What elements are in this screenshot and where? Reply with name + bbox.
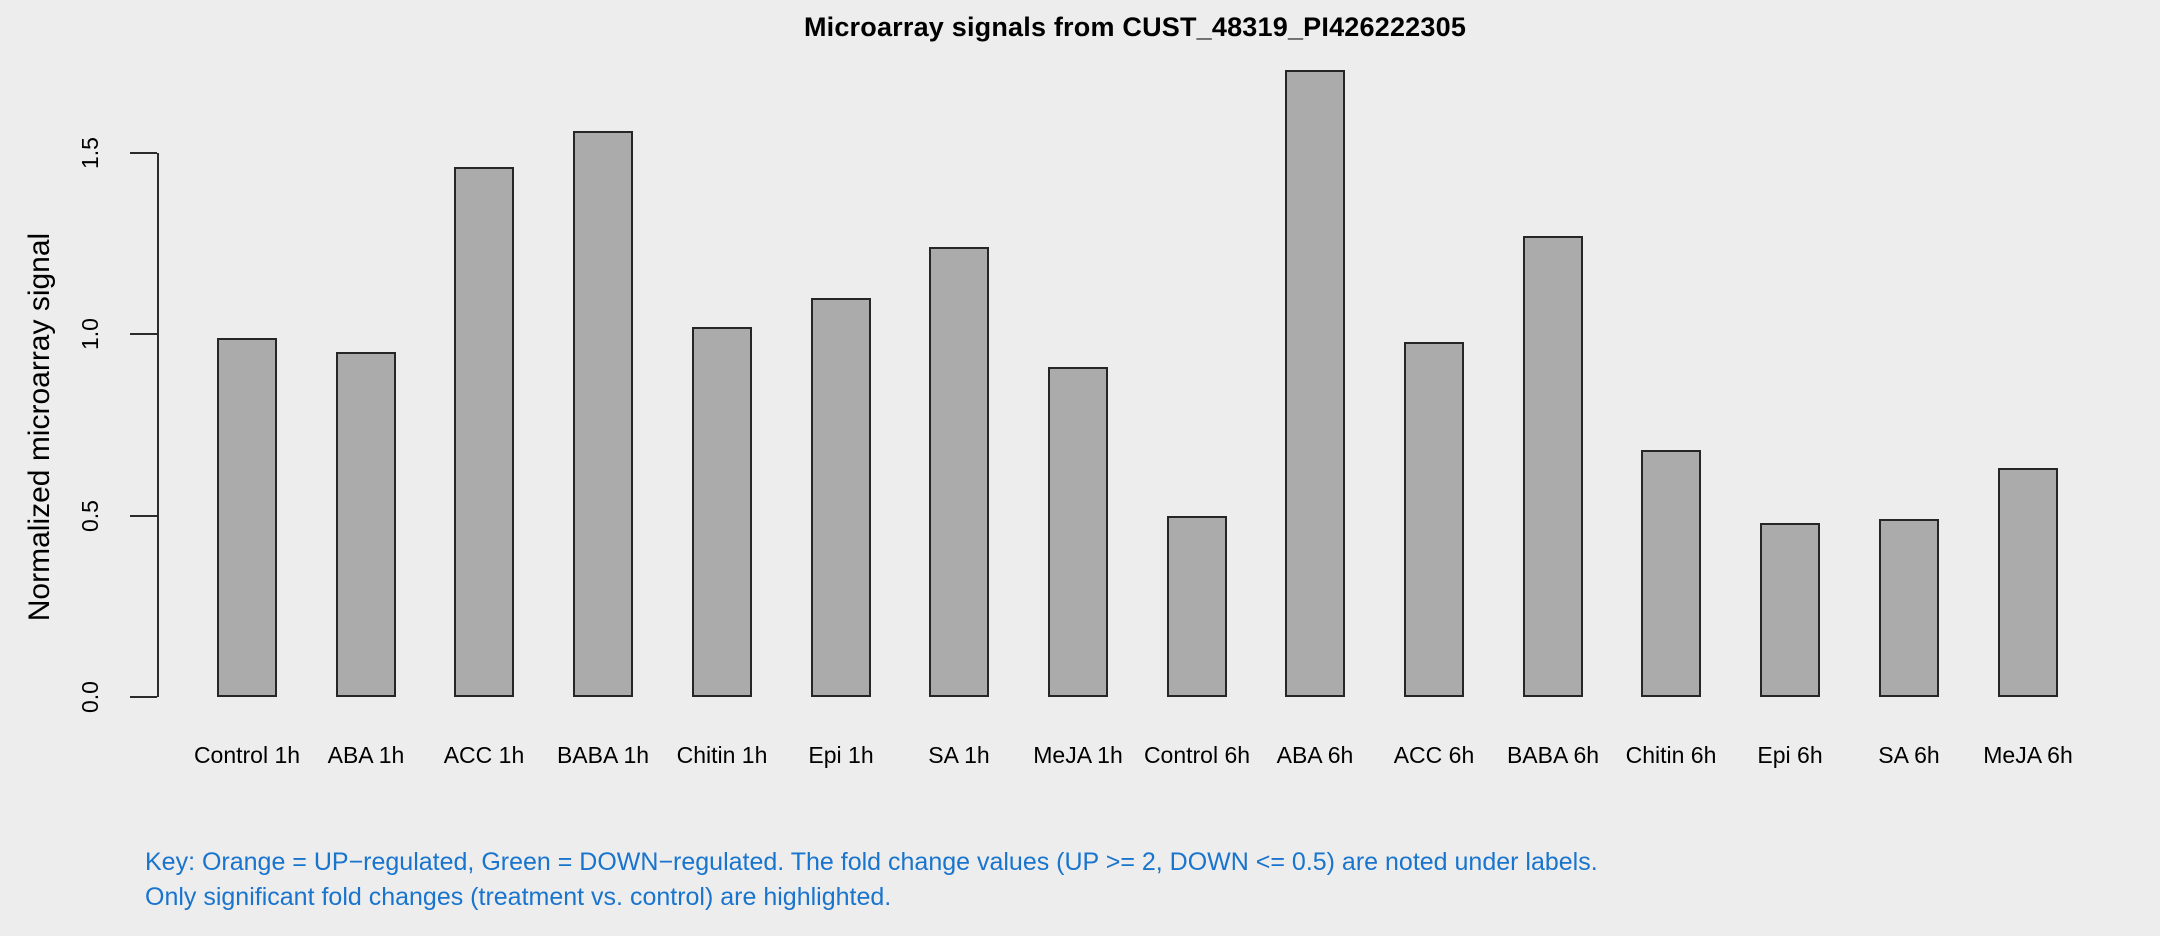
y-tick-mark [130,696,157,698]
bar-baba-1h [573,131,633,697]
bar-acc-1h [454,167,514,697]
x-label-aba-6h: ABA 6h [1276,742,1354,768]
bar-control-6h [1167,516,1227,697]
bar-baba-6h [1523,236,1583,697]
footnote-key-line2: Only significant fold changes (treatment… [145,883,892,911]
x-label-acc-6h: ACC 6h [1393,742,1475,768]
bar-control-1h [217,338,277,697]
bar-chitin-1h [692,327,752,697]
bar-epi-1h [811,298,871,697]
bar-meja-1h [1048,367,1108,697]
x-label-control-6h: Control 6h [1143,742,1251,768]
bar-sa-1h [929,247,989,697]
x-label-control-1h: Control 1h [193,742,301,768]
bar-sa-6h [1879,519,1939,697]
y-tick-mark [130,514,157,517]
x-label-acc-1h: ACC 1h [443,742,525,768]
y-axis-line [157,152,159,697]
x-label-baba-6h: BABA 6h [1506,742,1600,768]
y-tick-label: 1.5 [77,136,103,169]
x-label-meja-1h: MeJA 1h [1033,742,1123,768]
x-label-epi-6h: Epi 6h [1757,742,1823,768]
chart-title: Microarray signals from CUST_48319_PI426… [803,12,1467,42]
x-label-meja-6h: MeJA 6h [1983,742,2073,768]
x-label-sa-1h: SA 1h [928,742,990,768]
bar-chitin-6h [1641,450,1701,697]
y-axis-title: Normalized microarray signal [23,232,56,622]
x-label-sa-6h: SA 6h [1878,742,1940,768]
bar-epi-6h [1760,523,1820,697]
y-tick-mark [130,333,157,336]
x-label-chitin-1h: Chitin 1h [676,742,768,768]
y-tick-label: 0.5 [77,499,103,532]
y-tick-mark [130,151,157,154]
bar-aba-1h [336,352,396,697]
x-label-aba-1h: ABA 1h [327,742,405,768]
y-tick-label: 1.0 [77,318,103,351]
y-tick-label: 0.0 [77,681,103,713]
footnote-key-line1: Key: Orange = UP−regulated, Green = DOWN… [145,848,1598,876]
x-label-chitin-6h: Chitin 6h [1625,742,1717,768]
bar-meja-6h [1998,468,2058,697]
x-label-epi-1h: Epi 1h [808,742,874,768]
bar-acc-6h [1404,342,1464,697]
x-label-baba-1h: BABA 1h [556,742,650,768]
bar-aba-6h [1285,70,1345,697]
